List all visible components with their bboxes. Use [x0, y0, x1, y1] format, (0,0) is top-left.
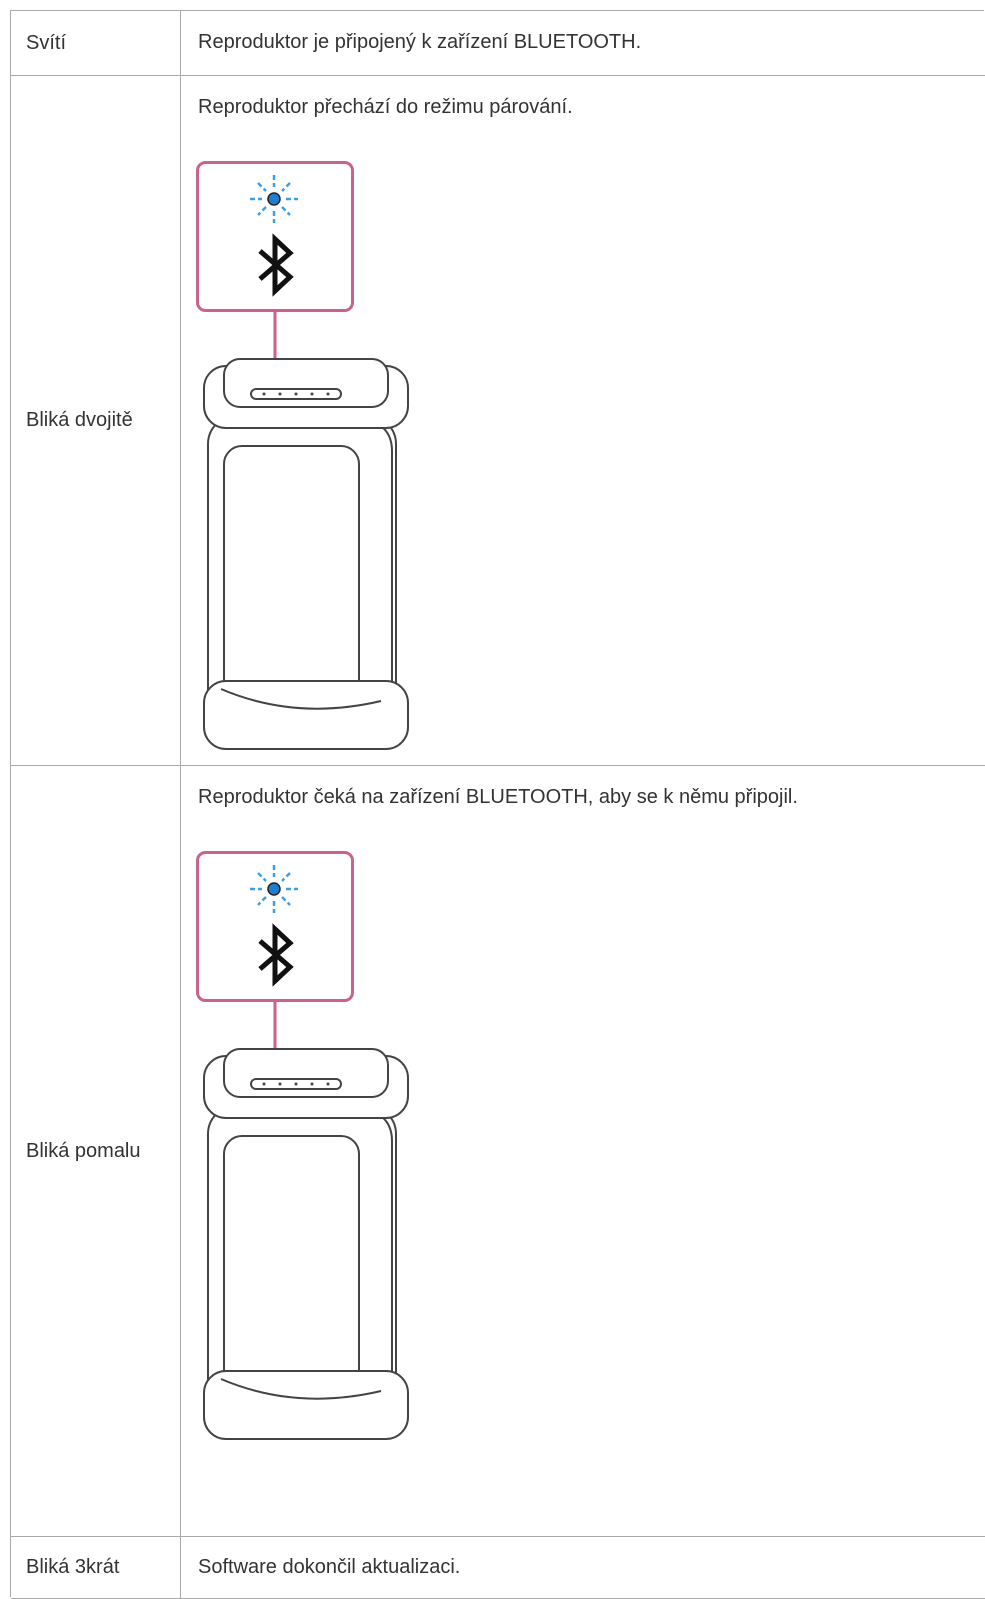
- row: Bliká pomalu Reproduktor čeká na zařízen…: [11, 766, 985, 1537]
- speaker-illustration: [196, 161, 416, 761]
- table: Svítí Reproduktor je připojený k zařízen…: [10, 10, 985, 1599]
- row: Bliká dvojitě Reproduktor přechází do re…: [11, 76, 985, 766]
- speaker-illustration: [196, 851, 416, 1451]
- cell-text: Software dokončil aktualizaci.: [198, 1556, 461, 1578]
- cell-text: Reproduktor je připojený k zařízení BLUE…: [198, 31, 642, 53]
- cell-label: Bliká dvojitě: [11, 76, 181, 765]
- row: Bliká 3krát Software dokončil aktualizac…: [11, 1537, 985, 1599]
- cell-label: Svítí: [11, 11, 181, 75]
- cell-text: Reproduktor čeká na zařízení BLUETOOTH, …: [198, 786, 798, 808]
- row: Svítí Reproduktor je připojený k zařízen…: [11, 11, 985, 76]
- cell-label: Bliká 3krát: [11, 1537, 181, 1598]
- cell-label: Bliká pomalu: [11, 766, 181, 1536]
- cell-text: Reproduktor přechází do režimu párování.: [198, 96, 573, 118]
